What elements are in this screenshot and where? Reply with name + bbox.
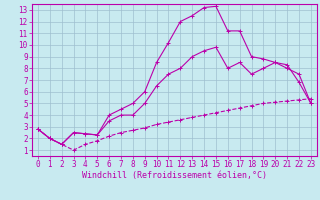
X-axis label: Windchill (Refroidissement éolien,°C): Windchill (Refroidissement éolien,°C) — [82, 171, 267, 180]
